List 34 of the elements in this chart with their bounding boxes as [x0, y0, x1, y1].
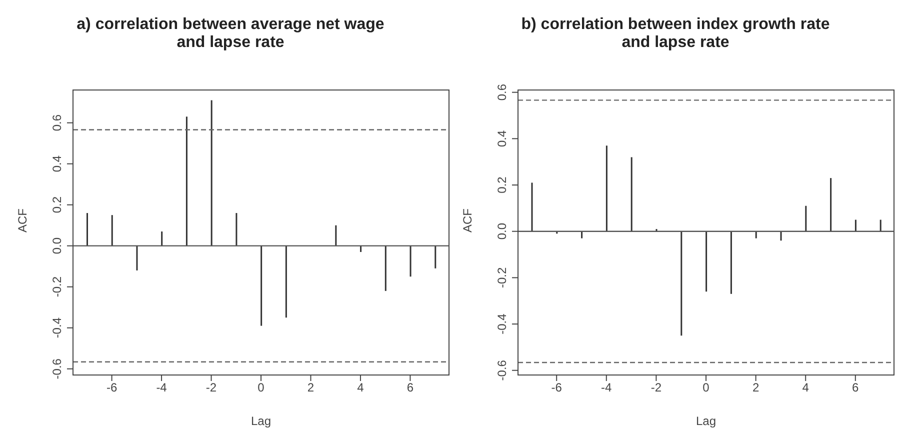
x-tick-label: -4 [156, 380, 168, 395]
y-tick-label: 0.6 [495, 84, 509, 101]
x-tick-label: 6 [406, 380, 414, 395]
y-axis-title: ACF [15, 208, 30, 232]
x-tick-label: 0 [702, 380, 710, 395]
y-tick-label: 0.2 [495, 176, 509, 194]
y-axis-title: ACF [460, 208, 474, 232]
x-tick-label: 0 [258, 380, 265, 395]
x-tick-label: 2 [307, 380, 314, 395]
chart-title: a) correlation between average net wage and lapse rate [76, 15, 386, 52]
x-tick-label: 2 [752, 380, 760, 395]
x-tick-label: -2 [206, 380, 217, 395]
y-tick-label: 0.4 [50, 155, 64, 172]
chart-title: b) correlation between index growth rate and lapse rate [520, 15, 831, 52]
x-tick-label: -4 [601, 380, 612, 395]
y-tick-label: 0.0 [495, 222, 509, 240]
y-tick-label: -0.6 [495, 360, 509, 381]
y-tick-label: -0.2 [495, 267, 509, 288]
x-tick-label: -6 [551, 380, 562, 395]
y-tick-label: 0.2 [50, 196, 64, 214]
y-tick-label: 0.6 [50, 114, 64, 132]
x-tick-label: 4 [802, 380, 810, 395]
y-tick-label: -0.4 [50, 317, 64, 338]
x-axis-title: Lag [250, 414, 272, 428]
x-tick-label: 4 [357, 380, 364, 395]
y-tick-label: -0.6 [50, 358, 64, 380]
y-tick-label: 0.0 [50, 237, 64, 254]
y-tick-label: 0.4 [495, 130, 509, 147]
x-tick-label: -2 [650, 380, 662, 395]
x-axis-title: Lag [696, 414, 716, 428]
x-tick-label: -6 [106, 380, 118, 395]
x-tick-label: 6 [852, 380, 860, 395]
y-tick-label: -0.4 [495, 313, 509, 334]
y-tick-label: -0.2 [50, 276, 64, 298]
